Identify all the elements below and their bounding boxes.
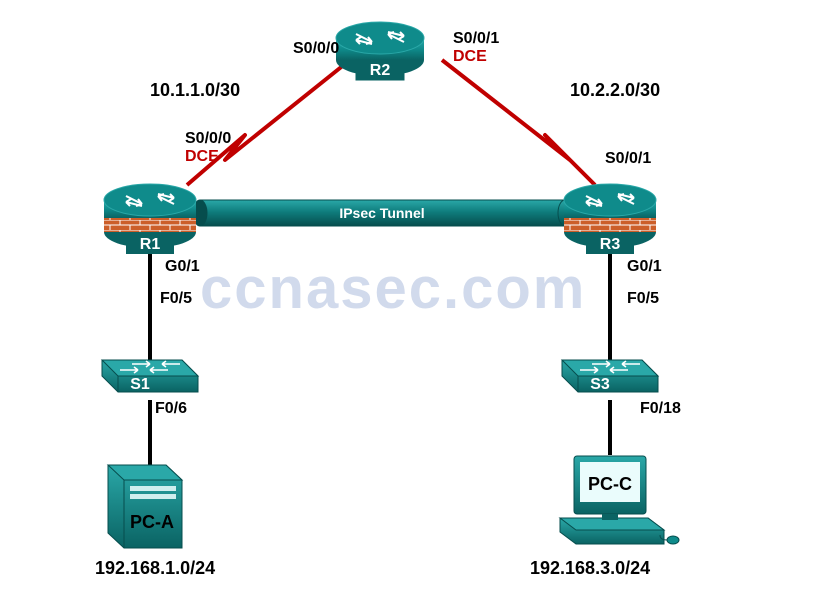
pc-c: PC-C <box>560 456 679 544</box>
switch-s3: S3 <box>562 360 658 393</box>
if-s1-f05: F0/5 <box>160 290 192 308</box>
router-r3: R3 <box>564 184 656 254</box>
pc-c-label: PC-C <box>588 474 632 494</box>
net-192-168-1: 192.168.1.0/24 <box>95 558 215 579</box>
net-10-2-2: 10.2.2.0/30 <box>570 80 660 101</box>
if-s3-f05: F0/5 <box>627 290 659 308</box>
tunnel-label: IPsec Tunnel <box>339 205 424 221</box>
ipsec-tunnel: IPsec Tunnel <box>193 200 572 226</box>
if-r2-s001-dce: DCE <box>453 48 487 66</box>
router-r3-label: R3 <box>600 236 621 253</box>
net-10-1-1: 10.1.1.0/30 <box>150 80 240 101</box>
if-r1-s000-dce: DCE <box>185 148 219 166</box>
switch-s1: S1 <box>102 360 198 393</box>
router-r1: R1 <box>104 184 196 254</box>
net-192-168-3: 192.168.3.0/24 <box>530 558 650 579</box>
if-r1-s000: S0/0/0 <box>185 130 231 148</box>
if-r2-s001: S0/0/1 <box>453 30 499 48</box>
switch-s1-label: S1 <box>130 376 150 393</box>
if-r3-g01: G0/1 <box>627 258 662 276</box>
if-s1-f06: F0/6 <box>155 400 187 418</box>
if-r3-s001: S0/0/1 <box>605 150 651 168</box>
if-s3-f018: F0/18 <box>640 400 681 418</box>
pc-a-label: PC-A <box>130 512 174 532</box>
router-r2-label: R2 <box>370 62 391 79</box>
watermark: ccnasec.com <box>200 255 586 322</box>
router-r1-label: R1 <box>140 236 161 253</box>
if-r2-s000: S0/0/0 <box>293 40 339 58</box>
pc-a: PC-A <box>108 465 182 548</box>
switch-s3-label: S3 <box>590 376 610 393</box>
if-r1-g01: G0/1 <box>165 258 200 276</box>
router-r2: R2 <box>336 22 424 80</box>
